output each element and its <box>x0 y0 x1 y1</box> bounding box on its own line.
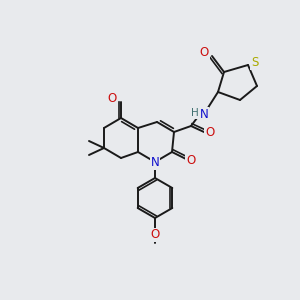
Text: H: H <box>191 108 199 118</box>
Text: O: O <box>200 46 208 59</box>
Text: O: O <box>186 154 196 167</box>
Text: O: O <box>107 92 117 104</box>
Text: N: N <box>200 107 208 121</box>
Text: S: S <box>251 56 259 70</box>
Text: O: O <box>150 229 160 242</box>
Text: O: O <box>206 127 214 140</box>
Text: N: N <box>151 157 159 169</box>
